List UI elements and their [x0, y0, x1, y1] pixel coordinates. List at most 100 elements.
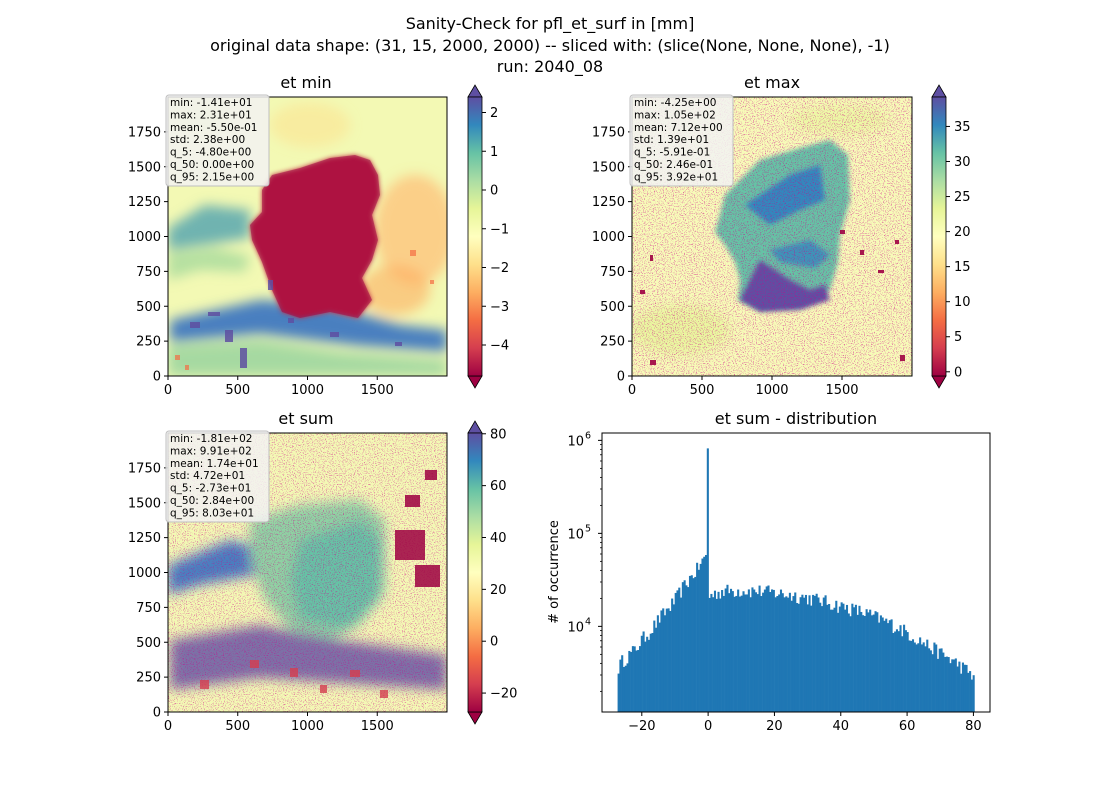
stats-box-background	[165, 430, 270, 523]
histogram-bars	[617, 448, 975, 712]
x-tick-label: 1500	[361, 719, 394, 734]
histogram-bar	[705, 555, 708, 712]
histogram-bar	[721, 590, 724, 712]
histogram-bar	[751, 587, 754, 712]
histogram-bar	[769, 592, 772, 712]
histogram-bar	[783, 597, 786, 712]
histogram-bar	[781, 593, 784, 712]
y-tick-label: 1250	[128, 195, 161, 210]
y-tick-label: 1250	[592, 195, 625, 210]
histogram-bar	[813, 595, 816, 712]
histogram-bar	[737, 589, 740, 712]
x-tick-label: 0	[704, 719, 712, 734]
axis-ticks-et-sum: 0 500 1000 1500 0 250 500 750 1000 1250 1500 1750	[128, 461, 394, 734]
histogram-bar	[633, 646, 636, 712]
histogram-bar	[829, 609, 832, 712]
colorbar-extend-max	[467, 420, 483, 434]
x-tick-label: −20	[628, 719, 655, 734]
colorbar-tick-label: 40	[490, 531, 507, 546]
histogram-bar	[958, 661, 961, 712]
histogram-bar	[771, 589, 774, 712]
y-tick-label: 1000	[128, 230, 161, 245]
histogram-bar	[892, 632, 895, 712]
axis-ticks-et-min: 0 500 1000 1500 0 250 500 750 1000 1250 1500 1750	[128, 125, 394, 398]
histogram-bar	[883, 620, 886, 712]
histogram-bar	[656, 615, 659, 712]
histogram-bar	[942, 652, 945, 712]
stats-line: std: 1.39e+01	[634, 134, 709, 146]
histogram-bar	[858, 605, 861, 712]
figure-title-line-2: original data shape: (31, 15, 2000, 2000…	[210, 36, 890, 55]
histogram-bar	[710, 593, 713, 712]
histogram-bar	[696, 562, 699, 712]
histogram-bar	[903, 624, 906, 712]
x-tick-label: 1000	[291, 383, 324, 398]
histogram-bar	[744, 594, 747, 712]
histogram-bar	[901, 636, 904, 712]
histogram-bar	[715, 598, 718, 712]
histogram-bar	[940, 648, 943, 712]
histogram-bar	[886, 623, 890, 712]
panel-title-et-min: et min	[280, 73, 331, 92]
colorbar-body	[467, 432, 483, 713]
histogram-bar	[913, 642, 916, 712]
y-tick-label: 500	[136, 300, 161, 315]
histogram-bar	[906, 632, 909, 712]
panel-title-et-sum: et sum	[278, 409, 333, 428]
colorbar-et-max: 0 5 10 15 20 25 30 35	[931, 84, 971, 389]
histogram-bar	[831, 609, 834, 712]
histogram-bar	[954, 658, 957, 712]
x-tick-label: 1000	[755, 383, 788, 398]
x-tick-label: 60	[899, 719, 916, 734]
histogram-bar	[856, 614, 859, 712]
histogram-bar	[685, 585, 688, 712]
histogram-bar	[617, 673, 620, 712]
histogram-bar	[672, 604, 675, 712]
histogram-bar	[787, 597, 790, 712]
colorbar-tick-label: 25	[954, 190, 971, 205]
stats-line: q_50: 0.00e+00	[170, 159, 254, 171]
histogram-bar	[817, 597, 820, 712]
histogram-bar	[872, 614, 875, 712]
histogram-bar	[869, 609, 872, 712]
histogram-bar	[911, 639, 915, 712]
histogram-bar	[919, 637, 922, 712]
histogram-bar	[969, 671, 972, 712]
histogram-bar	[874, 611, 877, 712]
histogram-bar	[671, 598, 674, 712]
histogram-bar	[862, 615, 865, 712]
histogram-bar	[642, 631, 645, 712]
histogram-bar	[967, 672, 970, 712]
colorbar-tick-label: 35	[954, 120, 971, 135]
histogram-bar	[926, 639, 929, 712]
histogram-bar	[703, 556, 706, 712]
histogram-bar	[692, 578, 695, 712]
x-tick-label: 1000	[291, 719, 324, 734]
histogram-bar	[953, 659, 956, 712]
panel-title-et-sum-distribution: et sum - distribution	[715, 409, 877, 428]
histogram-bar	[622, 666, 626, 712]
histogram-bar	[853, 607, 856, 712]
colorbar-tick-label: 30	[954, 155, 971, 170]
stats-line: q_95: 3.92e+01	[634, 171, 718, 183]
axes-frame-histogram	[601, 432, 991, 713]
histogram-bar	[762, 592, 765, 712]
histogram-bar	[701, 558, 704, 712]
colorbar-tick-label: 80	[490, 427, 507, 442]
histogram-bar	[776, 596, 779, 712]
histogram-bar	[922, 642, 925, 712]
histogram-bar	[726, 584, 729, 712]
histogram-bar	[717, 591, 720, 712]
histogram-bar	[688, 575, 692, 712]
histogram-bar	[879, 615, 882, 712]
histogram-bar	[849, 616, 852, 712]
y-tick-label: 0	[617, 370, 625, 385]
histogram-bar	[742, 591, 745, 712]
histogram-bar	[651, 632, 654, 712]
histogram-bar	[649, 633, 652, 712]
histogram-bar	[797, 603, 800, 712]
histogram-bar	[908, 640, 911, 712]
